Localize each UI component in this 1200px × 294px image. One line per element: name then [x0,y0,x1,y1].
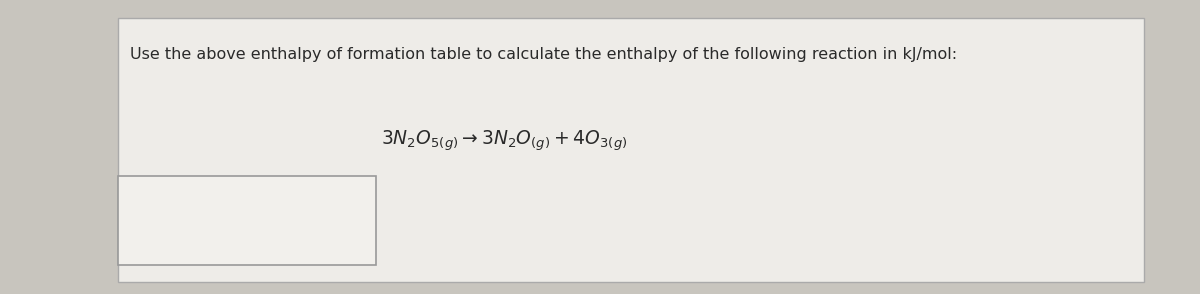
FancyBboxPatch shape [118,176,376,265]
Text: $3N_2O_{5(g)} \rightarrow 3N_2O_{(g)} + 4O_{3(g)}$: $3N_2O_{5(g)} \rightarrow 3N_2O_{(g)} + … [380,129,628,153]
FancyBboxPatch shape [118,18,1144,282]
Text: Use the above enthalpy of formation table to calculate the enthalpy of the follo: Use the above enthalpy of formation tabl… [130,47,956,62]
